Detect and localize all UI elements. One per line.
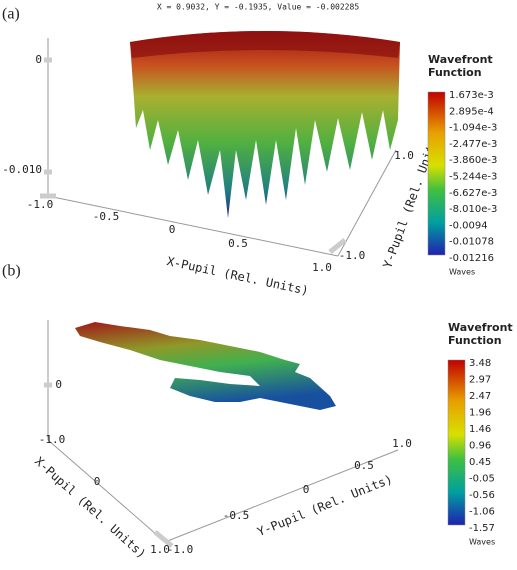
colorbar-tick-label: -1.094e-3 [449,123,497,134]
colorbar-tick-label: -0.05 [469,474,495,485]
colorbar-tick-label: -8.010e-3 [449,204,497,215]
axes [44,320,399,548]
colorbar-title: Wavefront [428,53,493,66]
z-tick-label: -0.010 [2,163,42,176]
colorbar-tick-label: 2.97 [469,375,491,386]
colorbar-tick-label: -1.06 [469,507,495,518]
colorbar-tick-label: 1.673e-3 [449,90,494,101]
colorbar-tick-label: 3.48 [469,358,491,369]
colorbar-title: Function [428,66,482,79]
colorbar-tick-label: -0.56 [469,490,495,501]
y-axis-label: Y-Pupil (Rel. Units) [255,472,394,539]
colorbar-unit: Waves [469,538,495,547]
surface-top [130,31,400,58]
y-tick-label: -1.0 [339,249,366,262]
colorbar-tick-label: -2.477e-3 [449,139,497,150]
colorbar-title: Function [448,334,502,347]
colorbar-tick-label: 1.96 [469,408,491,419]
colorbar-tick-label: 2.47 [469,391,491,402]
colorbar-tick-label: 0.45 [469,457,491,468]
colorbar-gradient [447,359,466,526]
colorbar-tick-label: -1.57 [469,523,495,534]
panel-label: (a) [2,6,20,23]
x-tick-label: 0.5 [228,237,248,250]
x-axis-label: X-Pupil (Rel. Units) [32,454,149,561]
x-tick-label: -1.0 [39,433,66,446]
z-tick-label: 0 [35,53,42,66]
colorbar-tick-label: -0.01078 [449,237,494,248]
colorbar-unit: Waves [449,268,475,277]
x-tick-label: -0.5 [93,210,120,223]
x-tick-label: 0 [169,223,176,236]
colorbar-tick-label: -3.860e-3 [449,155,497,166]
colorbar-title: Wavefront [448,321,513,334]
y-tick-label: 1.0 [392,437,412,450]
colorbar-tick-label: 1.46 [469,424,491,435]
panel-label: (b) [2,263,21,280]
colorbar-tick-label: -5.244e-3 [449,172,497,183]
colorbar-tick-label: -0.01216 [449,253,494,264]
colorbar-gradient [427,91,446,256]
surface [130,31,400,218]
y-tick-label: -1.0 [167,543,194,556]
y-tick-label: 0.5 [354,459,374,472]
y-tick-label: -0.5 [223,509,250,522]
x-tick-label: 1.0 [150,543,170,556]
axes [40,38,397,257]
x-axis-label: X-Pupil (Rel. Units) [166,254,310,298]
colorbar-tick-label: 0.96 [469,441,491,452]
y-tick-label: 1.0 [394,149,414,162]
colorbar-tick-label: -0.0094 [449,220,488,231]
y-tick-label: 0 [303,483,310,496]
readout: X = 0.9032, Y = -0.1935, Value = -0.0022… [157,3,359,12]
x-tick-label: 1.0 [312,261,332,274]
z-tick-label: 0 [55,378,62,391]
colorbar-tick-label: -6.627e-3 [449,188,497,199]
colorbar-tick-label: 2.895e-4 [449,106,494,117]
x-tick-label: -1.0 [27,198,54,211]
surface [75,322,336,410]
x-tick-label: 0 [94,475,101,488]
